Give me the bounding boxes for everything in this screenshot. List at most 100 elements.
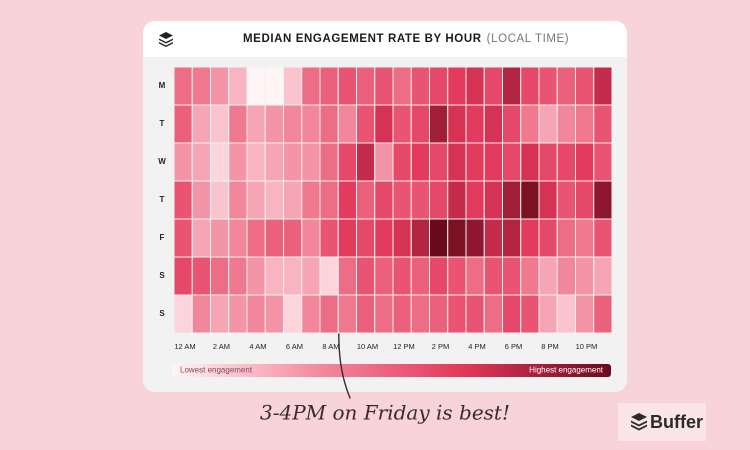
heat-cell xyxy=(465,256,485,296)
heat-cell xyxy=(392,218,412,258)
x-tick-label: 4 AM xyxy=(249,342,266,351)
x-tick-label: 10 PM xyxy=(576,342,598,351)
x-tick-label: 6 PM xyxy=(505,342,523,351)
heat-cell xyxy=(173,104,193,144)
heat-cell xyxy=(283,142,303,182)
heat-cell xyxy=(228,66,248,106)
heat-cell xyxy=(556,104,576,144)
row-label: S xyxy=(159,271,165,280)
heat-cell xyxy=(447,218,467,258)
heat-cell xyxy=(228,180,248,220)
row-label: T xyxy=(160,119,165,128)
heat-cell xyxy=(465,142,485,182)
heat-cell xyxy=(520,142,540,182)
heat-cell xyxy=(319,218,339,258)
heat-cell xyxy=(556,66,576,106)
heat-cell xyxy=(447,294,467,334)
heat-cell xyxy=(465,66,485,106)
heat-cell xyxy=(264,294,284,334)
heat-cell xyxy=(392,180,412,220)
heat-cell xyxy=(301,256,321,296)
legend-gradient xyxy=(172,364,611,377)
heat-cell xyxy=(410,256,430,296)
heat-cell xyxy=(447,104,467,144)
heat-cell xyxy=(593,104,613,144)
brand-icon xyxy=(631,413,647,431)
heat-cell xyxy=(210,142,230,182)
heat-cell xyxy=(374,294,394,334)
heat-cell xyxy=(337,256,357,296)
heat-cell xyxy=(356,294,376,334)
heat-cell xyxy=(337,104,357,144)
heat-cell xyxy=(356,218,376,258)
heat-cell xyxy=(301,142,321,182)
heat-cell xyxy=(593,66,613,106)
heat-cell xyxy=(228,294,248,334)
heat-cell xyxy=(392,294,412,334)
heat-cell xyxy=(429,256,449,296)
heat-cell xyxy=(246,256,266,296)
heat-cell xyxy=(447,66,467,106)
heat-cell xyxy=(429,66,449,106)
heat-cell xyxy=(374,66,394,106)
heat-cell xyxy=(283,256,303,296)
heat-cell xyxy=(210,294,230,334)
row-label: T xyxy=(160,195,165,204)
heat-cell xyxy=(356,256,376,296)
heat-cell xyxy=(575,104,595,144)
heat-cell xyxy=(374,256,394,296)
heat-cell xyxy=(173,294,193,334)
heat-cell xyxy=(374,218,394,258)
heat-cell xyxy=(556,180,576,220)
heat-cell xyxy=(356,66,376,106)
x-tick-label: 8 PM xyxy=(541,342,559,351)
heat-cell xyxy=(283,294,303,334)
heat-cell xyxy=(319,180,339,220)
heat-cell xyxy=(392,142,412,182)
heat-cell xyxy=(575,180,595,220)
heat-cell xyxy=(410,142,430,182)
heat-cell xyxy=(392,66,412,106)
heat-cell xyxy=(465,104,485,144)
heat-cell xyxy=(538,218,558,258)
card-header xyxy=(143,21,627,57)
heat-cell xyxy=(502,218,522,258)
heat-cell xyxy=(556,256,576,296)
heat-cell xyxy=(575,66,595,106)
heat-cell xyxy=(301,180,321,220)
heat-cell xyxy=(429,294,449,334)
x-tick-label: 4 PM xyxy=(468,342,486,351)
heat-cell xyxy=(483,104,503,144)
heat-cell xyxy=(483,256,503,296)
legend-high-label: Highest engagement xyxy=(529,366,604,375)
x-tick-label: 12 AM xyxy=(174,342,195,351)
heat-cell xyxy=(429,180,449,220)
heat-cell xyxy=(502,66,522,106)
heat-cell xyxy=(264,66,284,106)
heat-cell xyxy=(502,142,522,182)
heat-cell xyxy=(210,256,230,296)
heat-cell xyxy=(483,218,503,258)
heat-cell xyxy=(337,142,357,182)
heat-cell xyxy=(191,66,211,106)
heat-cell xyxy=(410,294,430,334)
heat-cell xyxy=(520,104,540,144)
x-tick-label: 2 AM xyxy=(213,342,230,351)
heat-cell xyxy=(191,142,211,182)
heat-cell xyxy=(283,104,303,144)
heat-cell xyxy=(228,142,248,182)
annotation: 3-4PM on Friday is best! xyxy=(260,401,510,425)
heat-cell xyxy=(264,218,284,258)
heat-cell xyxy=(520,294,540,334)
heat-cell xyxy=(191,218,211,258)
heat-cell xyxy=(264,142,284,182)
x-tick-label: 10 AM xyxy=(357,342,378,351)
heat-cell xyxy=(301,104,321,144)
heat-cell xyxy=(465,294,485,334)
x-tick-label: 12 PM xyxy=(393,342,415,351)
heat-cell xyxy=(210,104,230,144)
heat-cell xyxy=(538,104,558,144)
heat-cell xyxy=(374,104,394,144)
heat-cell xyxy=(392,104,412,144)
